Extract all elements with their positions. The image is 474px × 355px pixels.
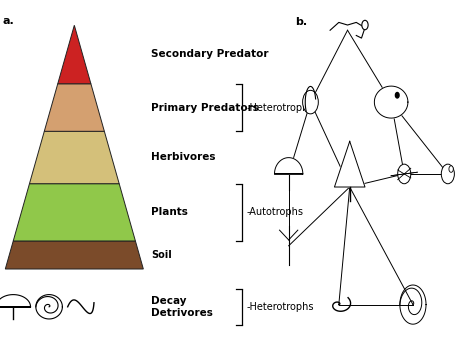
Circle shape xyxy=(441,164,455,184)
Circle shape xyxy=(398,164,411,184)
Polygon shape xyxy=(58,25,91,84)
Polygon shape xyxy=(29,131,119,184)
Polygon shape xyxy=(374,86,408,118)
Circle shape xyxy=(302,90,319,114)
Polygon shape xyxy=(13,184,136,241)
Text: Decay
Detrivores: Decay Detrivores xyxy=(151,296,213,318)
Polygon shape xyxy=(335,141,365,187)
Circle shape xyxy=(395,93,399,98)
Text: b.: b. xyxy=(295,17,307,27)
Text: Primary Predators: Primary Predators xyxy=(151,103,259,113)
Polygon shape xyxy=(5,241,143,269)
Text: Plants: Plants xyxy=(151,207,188,218)
Circle shape xyxy=(449,166,453,172)
Text: a.: a. xyxy=(3,16,14,26)
Text: Secondary Predator: Secondary Predator xyxy=(151,49,269,59)
Text: Herbivores: Herbivores xyxy=(151,152,216,162)
Circle shape xyxy=(362,20,368,30)
Text: -Heterotrophs: -Heterotrophs xyxy=(247,103,314,113)
Text: -Heterotrophs: -Heterotrophs xyxy=(247,302,314,312)
Text: -Autotrophs: -Autotrophs xyxy=(247,207,304,217)
Polygon shape xyxy=(274,158,303,174)
Polygon shape xyxy=(0,295,30,307)
Polygon shape xyxy=(44,84,104,131)
Text: Soil: Soil xyxy=(151,250,172,260)
